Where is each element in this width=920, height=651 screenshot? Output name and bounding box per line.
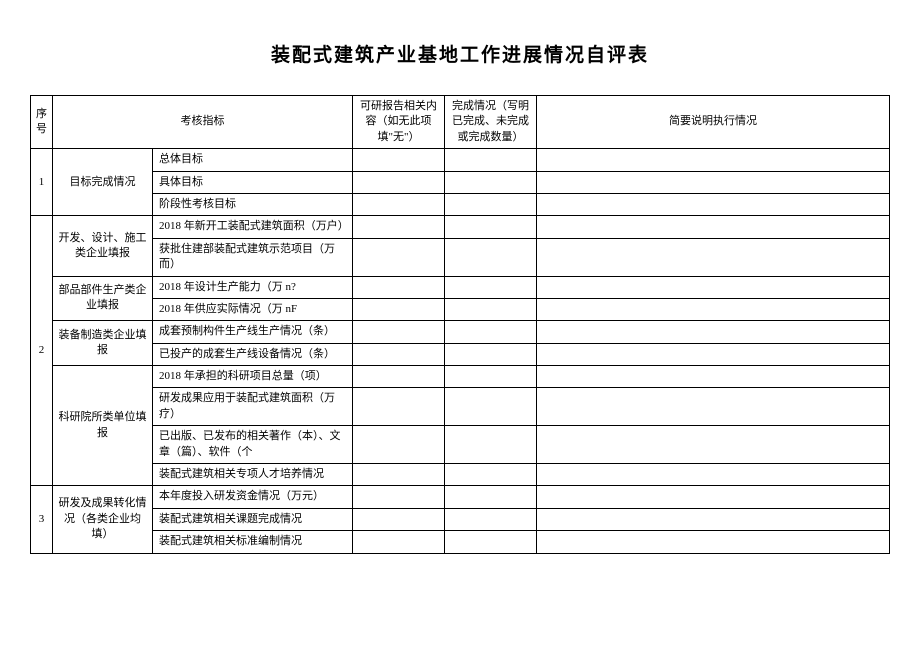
- hdr-research: 可研报告相关内容（如无此项填"无"）: [353, 96, 445, 149]
- indicator-cell: 研发成果应用于装配式建筑面积（万疗）: [153, 388, 353, 426]
- desc-cell: [537, 388, 890, 426]
- seq-3: 3: [31, 486, 53, 553]
- table-row: 研发成果应用于装配式建筑面积（万疗）: [31, 388, 890, 426]
- completion-cell: [445, 486, 537, 508]
- desc-cell: [537, 464, 890, 486]
- desc-cell: [537, 298, 890, 320]
- hdr-seq: 序号: [31, 96, 53, 149]
- desc-cell: [537, 343, 890, 365]
- research-cell: [353, 238, 445, 276]
- seq-1: 1: [31, 149, 53, 216]
- indicator-cell: 2018 年设计生产能力（万 n?: [153, 276, 353, 298]
- indicator-cell: 成套预制构件生产线生产情况（条）: [153, 321, 353, 343]
- research-cell: [353, 343, 445, 365]
- hdr-desc: 简要说明执行情况: [537, 96, 890, 149]
- desc-cell: [537, 193, 890, 215]
- research-cell: [353, 508, 445, 530]
- desc-cell: [537, 486, 890, 508]
- evaluation-table: 序号 考核指标 可研报告相关内容（如无此项填"无"） 完成情况（写明已完成、未完…: [30, 95, 890, 554]
- indicator-cell: 2018 年新开工装配式建筑面积（万户）: [153, 216, 353, 238]
- desc-cell: [537, 238, 890, 276]
- cat-2b: 部品部件生产类企业填报: [53, 276, 153, 321]
- table-row: 装配式建筑相关课题完成情况: [31, 508, 890, 530]
- hdr-indicator: 考核指标: [53, 96, 353, 149]
- table-row: 装配式建筑相关专项人才培养情况: [31, 464, 890, 486]
- completion-cell: [445, 426, 537, 464]
- indicator-cell: 装配式建筑相关课题完成情况: [153, 508, 353, 530]
- completion-cell: [445, 508, 537, 530]
- desc-cell: [537, 366, 890, 388]
- completion-cell: [445, 216, 537, 238]
- research-cell: [353, 298, 445, 320]
- page-title: 装配式建筑产业基地工作进展情况自评表: [30, 40, 890, 67]
- desc-cell: [537, 531, 890, 553]
- indicator-cell: 本年度投入研发资金情况（万元）: [153, 486, 353, 508]
- indicator-cell: 总体目标: [153, 149, 353, 171]
- indicator-cell: 已出版、已发布的相关著作（本）、文章（篇）、软件（个: [153, 426, 353, 464]
- indicator-cell: 已投产的成套生产线设备情况（条）: [153, 343, 353, 365]
- hdr-completion: 完成情况（写明已完成、未完成或完成数量）: [445, 96, 537, 149]
- table-row: 阶段性考核目标: [31, 193, 890, 215]
- table-row: 装配式建筑相关标准编制情况: [31, 531, 890, 553]
- research-cell: [353, 276, 445, 298]
- desc-cell: [537, 216, 890, 238]
- desc-cell: [537, 508, 890, 530]
- table-row: 具体目标: [31, 171, 890, 193]
- research-cell: [353, 464, 445, 486]
- research-cell: [353, 366, 445, 388]
- cat-2a: 开发、设计、施工类企业填报: [53, 216, 153, 276]
- research-cell: [353, 321, 445, 343]
- research-cell: [353, 171, 445, 193]
- table-row: 获批住建部装配式建筑示范项目（万而）: [31, 238, 890, 276]
- completion-cell: [445, 149, 537, 171]
- indicator-cell: 装配式建筑相关标准编制情况: [153, 531, 353, 553]
- desc-cell: [537, 276, 890, 298]
- research-cell: [353, 531, 445, 553]
- completion-cell: [445, 193, 537, 215]
- table-row: 2 开发、设计、施工类企业填报 2018 年新开工装配式建筑面积（万户）: [31, 216, 890, 238]
- completion-cell: [445, 321, 537, 343]
- indicator-cell: 2018 年承担的科研项目总量（项）: [153, 366, 353, 388]
- cat-3: 研发及成果转化情况（各类企业均填）: [53, 486, 153, 553]
- research-cell: [353, 486, 445, 508]
- cat-2d: 科研院所类单位填报: [53, 366, 153, 486]
- table-row: 1 目标完成情况 总体目标: [31, 149, 890, 171]
- research-cell: [353, 216, 445, 238]
- table-row: 装备制造类企业填报 成套预制构件生产线生产情况（条）: [31, 321, 890, 343]
- seq-2: 2: [31, 216, 53, 486]
- research-cell: [353, 388, 445, 426]
- indicator-cell: 获批住建部装配式建筑示范项目（万而）: [153, 238, 353, 276]
- completion-cell: [445, 531, 537, 553]
- cat-2c: 装备制造类企业填报: [53, 321, 153, 366]
- table-row: 2018 年供应实际情况（万 nF: [31, 298, 890, 320]
- table-row: 已投产的成套生产线设备情况（条）: [31, 343, 890, 365]
- desc-cell: [537, 171, 890, 193]
- research-cell: [353, 426, 445, 464]
- completion-cell: [445, 366, 537, 388]
- indicator-cell: 具体目标: [153, 171, 353, 193]
- cat-1: 目标完成情况: [53, 149, 153, 216]
- indicator-cell: 装配式建筑相关专项人才培养情况: [153, 464, 353, 486]
- completion-cell: [445, 276, 537, 298]
- completion-cell: [445, 298, 537, 320]
- header-row: 序号 考核指标 可研报告相关内容（如无此项填"无"） 完成情况（写明已完成、未完…: [31, 96, 890, 149]
- table-row: 部品部件生产类企业填报 2018 年设计生产能力（万 n?: [31, 276, 890, 298]
- completion-cell: [445, 464, 537, 486]
- indicator-cell: 阶段性考核目标: [153, 193, 353, 215]
- research-cell: [353, 149, 445, 171]
- table-row: 科研院所类单位填报 2018 年承担的科研项目总量（项）: [31, 366, 890, 388]
- desc-cell: [537, 321, 890, 343]
- indicator-cell: 2018 年供应实际情况（万 nF: [153, 298, 353, 320]
- table-row: 已出版、已发布的相关著作（本）、文章（篇）、软件（个: [31, 426, 890, 464]
- completion-cell: [445, 171, 537, 193]
- completion-cell: [445, 343, 537, 365]
- desc-cell: [537, 149, 890, 171]
- research-cell: [353, 193, 445, 215]
- completion-cell: [445, 238, 537, 276]
- table-row: 3 研发及成果转化情况（各类企业均填） 本年度投入研发资金情况（万元）: [31, 486, 890, 508]
- completion-cell: [445, 388, 537, 426]
- desc-cell: [537, 426, 890, 464]
